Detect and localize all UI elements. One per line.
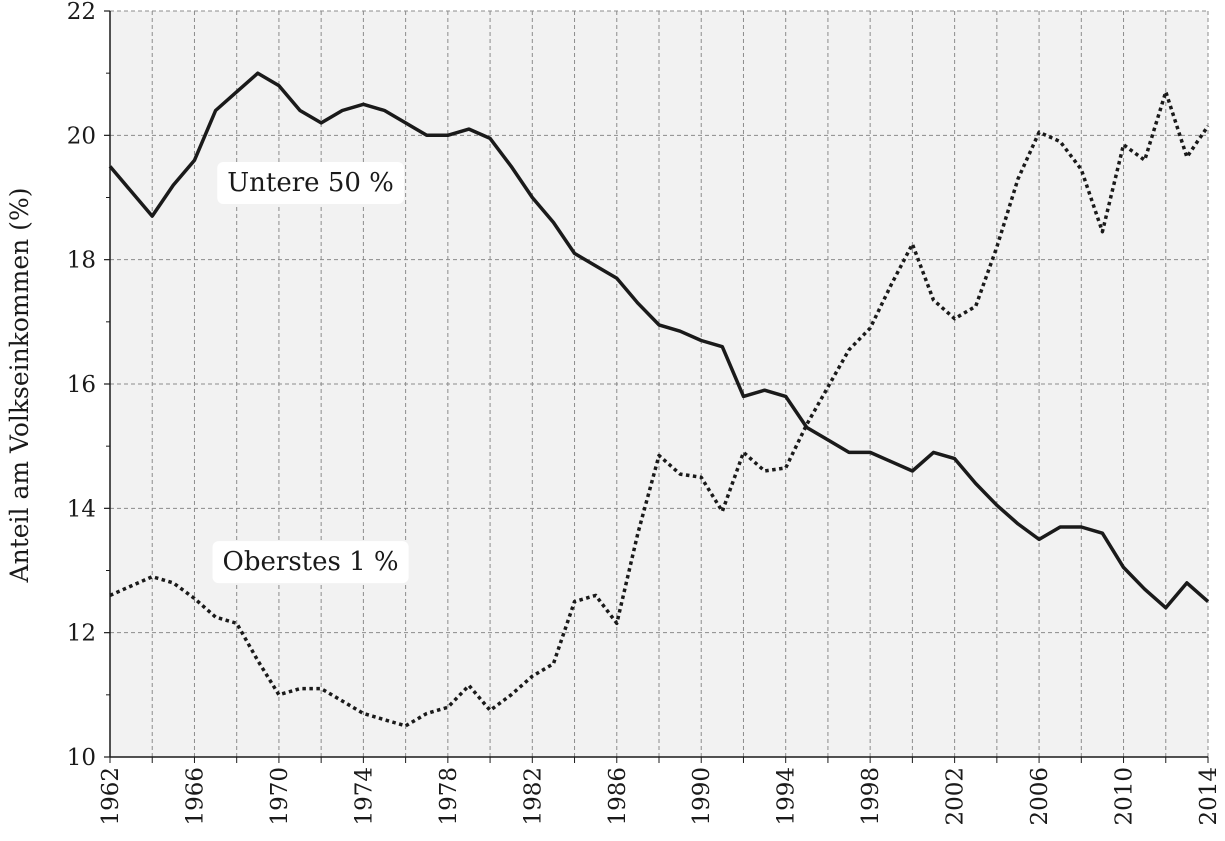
x-tick-label: 1982 [520, 767, 546, 826]
x-tick-label: 1990 [689, 767, 715, 826]
x-tick-label: 2014 [1196, 767, 1222, 826]
annotation-box [212, 541, 409, 584]
y-tick-label: 20 [67, 123, 96, 149]
y-tick-label: 18 [67, 248, 96, 274]
series-annotation: Oberstes 1 % [212, 541, 409, 584]
grid-lines [110, 10, 1209, 757]
y-tick-label: 22 [67, 0, 96, 25]
series-lines [108, 71, 1210, 728]
y-tick-label: 14 [67, 496, 96, 522]
axes: 1962 1966 1970 1974 1978 1982 1986 1990 1994 1998… [67, 0, 1222, 826]
x-tick-label: 2010 [1112, 767, 1138, 826]
y-tick-label: 16 [67, 372, 96, 398]
annotations: Untere 50 % Oberstes 1 % [212, 161, 409, 584]
x-tick-label: 1970 [267, 767, 293, 826]
annotation-text: Untere 50 % [227, 168, 394, 198]
x-tick-label: 2002 [943, 767, 969, 826]
series-annotation: Untere 50 % [217, 161, 404, 204]
annotation-text: Oberstes 1 % [223, 547, 399, 577]
x-tick-label: 1962 [98, 767, 124, 826]
y-tick-label: 10 [67, 745, 96, 771]
series-line-oberstes-1 [109, 90, 1210, 728]
x-tick-label: 1974 [351, 767, 377, 826]
x-tick-label: 1998 [858, 767, 884, 826]
x-tick-label: 2006 [1027, 767, 1053, 826]
y-axis-title: Anteil am Volkseinkommen (%) [5, 188, 34, 584]
annotation-box [217, 161, 404, 204]
x-tick-label: 1978 [436, 767, 462, 826]
x-tick-label: 1986 [605, 767, 631, 826]
y-tick-label: 12 [67, 621, 96, 647]
x-tick-label: 1966 [182, 767, 208, 826]
x-tick-label: 1994 [774, 767, 800, 826]
series-line-untere-50 [108, 71, 1210, 610]
